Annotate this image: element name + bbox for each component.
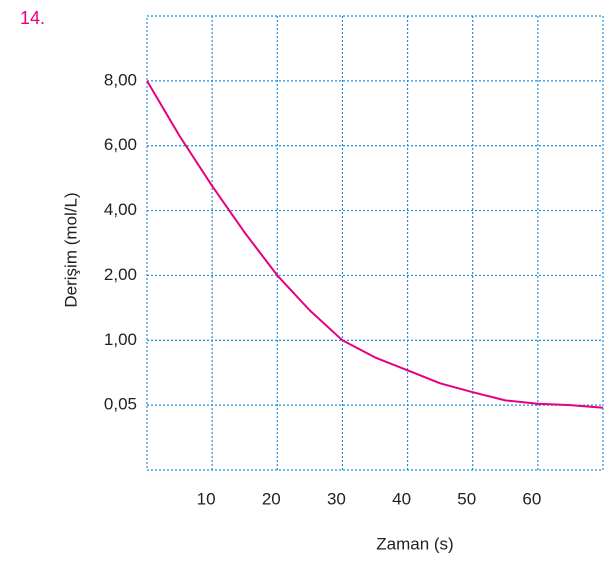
y-tick-label: 8,00 <box>104 70 137 89</box>
x-axis-label: Zaman (s) <box>376 534 453 553</box>
y-tick-label: 4,00 <box>104 200 137 219</box>
x-tick-label: 40 <box>392 489 411 508</box>
data-line <box>147 81 603 408</box>
problem-number: 14. <box>20 8 45 28</box>
x-tick-label: 50 <box>457 489 476 508</box>
y-tick-label: 2,00 <box>104 265 137 284</box>
page: {"chart_data": {"type": "line", "label":… <box>0 0 613 564</box>
y-axis-label: Derişim (mol/L) <box>61 192 80 307</box>
x-tick-label: 10 <box>197 489 216 508</box>
y-tick-label: 0,05 <box>104 395 137 414</box>
plot-border <box>147 16 603 470</box>
x-tick-label: 60 <box>522 489 541 508</box>
chart: 14. Zaman (s) Derişim (mol/L) 0,05 1,00 2,… <box>0 0 613 559</box>
x-tick-label: 30 <box>327 489 346 508</box>
y-tick-label: 1,00 <box>104 330 137 349</box>
x-tick-label: 20 <box>262 489 281 508</box>
y-tick-label: 6,00 <box>104 135 137 154</box>
